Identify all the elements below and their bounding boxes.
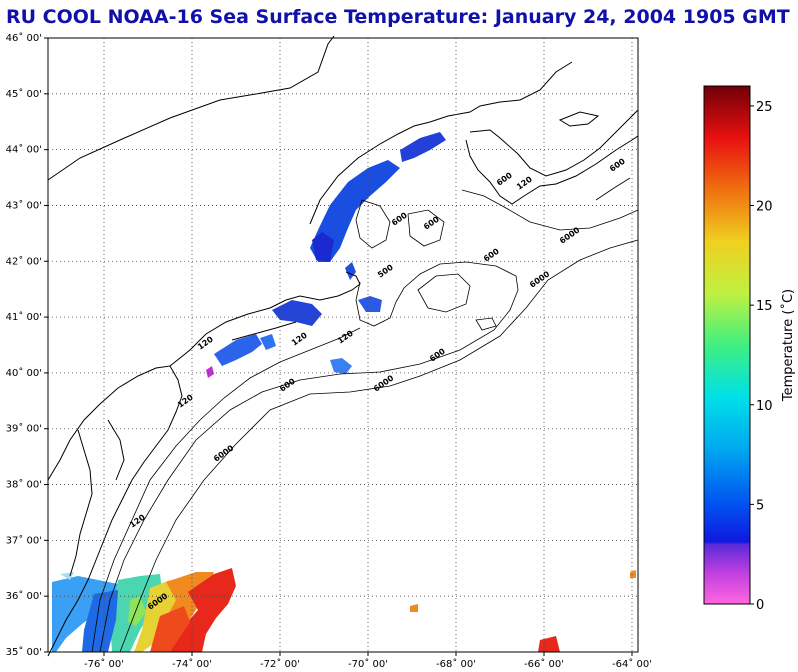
lat-label: 44˚ 00' bbox=[6, 144, 42, 156]
colorbar-ticks: 0 5 10 15 20 25 bbox=[750, 100, 773, 613]
isobath-label: 120 bbox=[290, 330, 309, 347]
isobaths bbox=[91, 177, 639, 653]
lon-label: -64˚ 00' bbox=[612, 658, 652, 670]
isobath-label: 600 bbox=[278, 376, 297, 393]
sst-patch-nyb bbox=[330, 358, 352, 374]
isobath-120 bbox=[91, 327, 361, 653]
colorbar-tick-label: 20 bbox=[756, 200, 773, 215]
latitude-labels: 46˚ 00' 45˚ 00' 44˚ 00' 43˚ 00' 42˚ 00' 41˚ 0… bbox=[6, 32, 42, 658]
isobath-label: 120 bbox=[176, 392, 195, 409]
coastline-ns-south bbox=[465, 135, 639, 205]
colorbar-tick-label: 25 bbox=[756, 100, 773, 115]
lon-label: -70˚ 00' bbox=[348, 658, 388, 670]
lat-label: 41˚ 00' bbox=[6, 311, 42, 323]
sst-patch-slope-yellow bbox=[134, 580, 180, 652]
longitude-labels: -76˚ 00' -74˚ 00' -72˚ 00' -70˚ 00' -68˚ 00'… bbox=[84, 658, 652, 670]
isobath-georges bbox=[417, 273, 471, 313]
isobath-gom-1 bbox=[355, 199, 391, 249]
isobath-label: 600 bbox=[390, 210, 409, 227]
lat-label: 36˚ 00' bbox=[6, 590, 42, 602]
map-title: RU COOL NOAA-16 Sea Surface Temperature:… bbox=[6, 6, 790, 28]
colorbar bbox=[703, 85, 751, 605]
lat-label: 46˚ 00' bbox=[6, 32, 42, 44]
colorbar-tick-label: 10 bbox=[756, 399, 773, 414]
isobath-label: 6000 bbox=[212, 443, 236, 463]
sst-patch-tiny-2 bbox=[538, 636, 560, 652]
isobath-6000 bbox=[119, 239, 639, 653]
sst-patch-gulfstream-red bbox=[170, 568, 236, 652]
lat-label: 43˚ 00' bbox=[6, 199, 42, 211]
isobath-label: 500 bbox=[376, 262, 395, 279]
coastline-mid-atlantic bbox=[47, 365, 183, 657]
sst-patch-bay-fundy bbox=[400, 132, 446, 162]
isobath-seamount bbox=[475, 317, 497, 331]
lat-label: 40˚ 00' bbox=[6, 367, 42, 379]
map-grid bbox=[44, 37, 638, 656]
coastline-pei bbox=[558, 111, 600, 127]
sst-patch-capecod bbox=[358, 296, 382, 312]
lat-label: 37˚ 00' bbox=[6, 534, 42, 546]
isobath-label: 120 bbox=[515, 174, 534, 191]
sst-patch-magenta bbox=[206, 366, 214, 378]
sst-patch-nj bbox=[214, 334, 262, 366]
isobath-label: 600 bbox=[608, 156, 627, 173]
lon-label: -72˚ 00' bbox=[260, 658, 300, 670]
colorbar-tick-label: 0 bbox=[756, 598, 764, 613]
isobath-label: 120 bbox=[196, 334, 215, 351]
lat-label: 42˚ 00' bbox=[6, 255, 42, 267]
colorbar-tick-label: 15 bbox=[756, 299, 773, 314]
coastline-cape-cod bbox=[285, 271, 361, 301]
isobath-scotian bbox=[461, 189, 639, 231]
coastline-north bbox=[47, 35, 335, 181]
sst-patch-li-sound bbox=[272, 300, 322, 326]
sst-patch-nj-s bbox=[260, 334, 276, 350]
sst-patch-tiny-1 bbox=[410, 604, 418, 612]
sst-imagery bbox=[52, 132, 636, 652]
sst-patch-gulfstream-red2 bbox=[150, 606, 190, 652]
isobath-label: 6000 bbox=[372, 373, 396, 393]
isobath-600 bbox=[99, 261, 519, 653]
isobath-label: 600 bbox=[428, 346, 447, 363]
lon-label: -66˚ 00' bbox=[524, 658, 564, 670]
coastlines bbox=[47, 35, 639, 657]
colorbar-label: Temperature (˚C) bbox=[780, 289, 796, 402]
lon-label: -68˚ 00' bbox=[436, 658, 476, 670]
coastline-maine-nb bbox=[309, 61, 573, 225]
sst-patch-maine bbox=[310, 160, 400, 262]
map-frame bbox=[47, 37, 639, 653]
lat-label: 39˚ 00' bbox=[6, 423, 42, 435]
coastline-chesapeake bbox=[69, 429, 93, 577]
isobath-banquereau bbox=[595, 177, 631, 201]
coastline-delmarva bbox=[107, 419, 125, 481]
coastline-long-island bbox=[231, 321, 297, 341]
isobath-gom-2 bbox=[407, 209, 445, 247]
sst-patch-maine-inner bbox=[312, 232, 334, 262]
isobath-label: 120 bbox=[128, 512, 147, 529]
lon-label: -76˚ 00' bbox=[84, 658, 124, 670]
isobath-label: 600 bbox=[422, 214, 441, 231]
sst-patch-tiny-3 bbox=[630, 570, 636, 578]
isobath-label: 120 bbox=[336, 328, 355, 345]
isobath-label: 600 bbox=[495, 170, 514, 187]
lat-label: 45˚ 00' bbox=[6, 88, 42, 100]
isobath-label: 6000 bbox=[558, 225, 582, 245]
sst-patch-capecod-n bbox=[345, 262, 356, 280]
colorbar-tick-label: 5 bbox=[756, 498, 764, 513]
lon-label: -74˚ 00' bbox=[172, 658, 212, 670]
coastline-nova-scotia bbox=[469, 109, 639, 177]
lat-label: 38˚ 00' bbox=[6, 479, 42, 491]
coastline-new-england bbox=[169, 299, 287, 367]
lat-label: 35˚ 00' bbox=[6, 646, 42, 658]
